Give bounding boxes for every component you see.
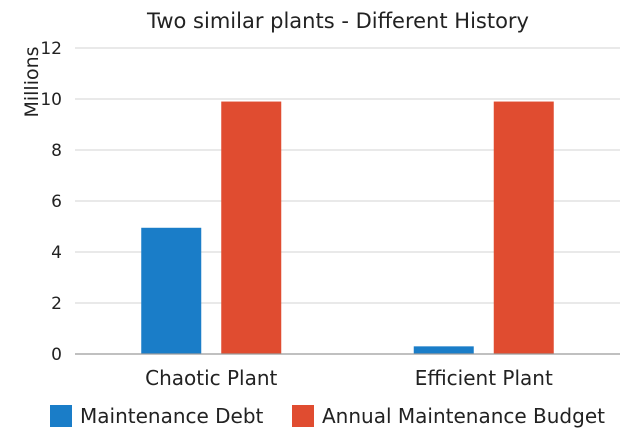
- category-label: Efficient Plant: [415, 366, 553, 390]
- legend-label: Annual Maintenance Budget: [322, 404, 605, 428]
- y-tick-label: 6: [51, 192, 62, 212]
- y-tick-label: 2: [51, 294, 62, 314]
- category-labels: Chaotic Plant Efficient Plant: [145, 366, 553, 390]
- legend-swatch: [292, 405, 314, 427]
- y-tick-label: 0: [51, 345, 62, 365]
- bars: [141, 101, 554, 354]
- y-tick-label: 4: [51, 243, 62, 263]
- y-tick-label: 8: [51, 141, 62, 161]
- legend-swatch: [50, 405, 72, 427]
- y-tick-labels: 0 2 4 6 8 10 12: [40, 39, 62, 365]
- legend-label: Maintenance Debt: [80, 404, 264, 428]
- legend: Maintenance Debt Annual Maintenance Budge…: [50, 404, 605, 428]
- y-tick-label: 10: [40, 90, 62, 110]
- bar-annual-budget-0: [221, 101, 282, 354]
- bar-annual-budget-1: [493, 101, 554, 354]
- bar-maintenance-debt-1: [413, 346, 474, 354]
- y-tick-label: 12: [40, 39, 62, 59]
- bar-maintenance-debt-0: [141, 227, 202, 354]
- chart-title: Two similar plants - Different History: [146, 9, 529, 33]
- category-label: Chaotic Plant: [145, 366, 277, 390]
- y-axis-label: Millions: [21, 46, 43, 117]
